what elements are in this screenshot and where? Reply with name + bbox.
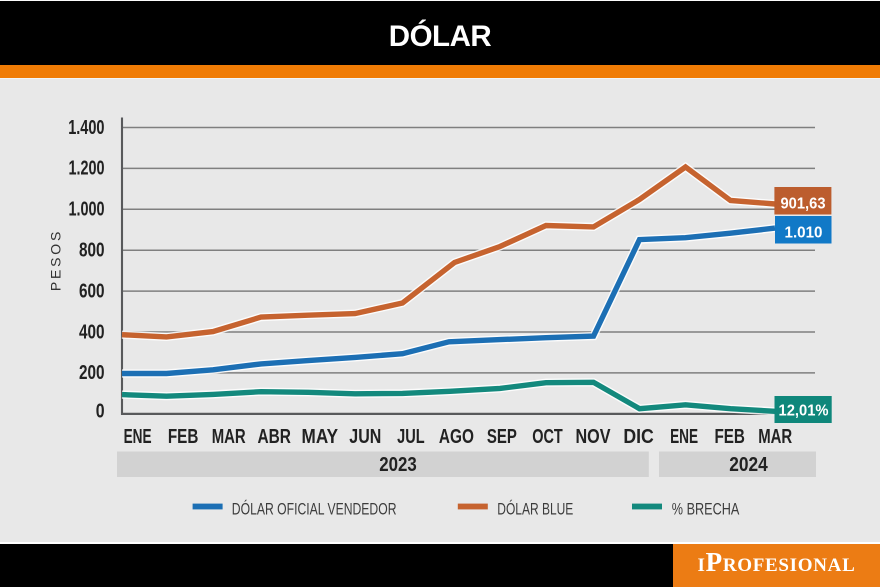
svg-text:1.000: 1.000	[69, 199, 105, 221]
svg-text:0: 0	[96, 401, 105, 423]
svg-text:ENE: ENE	[124, 426, 152, 448]
svg-text:600: 600	[79, 280, 105, 302]
svg-text:1.010: 1.010	[785, 225, 823, 242]
svg-text:1.400: 1.400	[68, 117, 104, 139]
svg-text:800: 800	[79, 240, 105, 262]
svg-text:901,63: 901,63	[781, 196, 826, 213]
svg-text:2023: 2023	[379, 454, 417, 476]
svg-text:DÓLAR OFICIAL VENDEDOR: DÓLAR OFICIAL VENDEDOR	[232, 500, 397, 519]
svg-text:ENE: ENE	[670, 426, 698, 448]
svg-text:JUN: JUN	[349, 426, 381, 448]
svg-text:% BRECHA: % BRECHA	[672, 500, 740, 519]
svg-text:FEB: FEB	[168, 426, 199, 448]
svg-text:12,01%: 12,01%	[779, 403, 829, 420]
svg-text:400: 400	[79, 321, 105, 343]
svg-text:SEP: SEP	[487, 426, 517, 448]
svg-text:DIC: DIC	[623, 426, 654, 448]
svg-text:MAR: MAR	[212, 426, 246, 448]
svg-text:FEB: FEB	[714, 426, 745, 448]
svg-text:1.200: 1.200	[69, 158, 105, 180]
svg-text:DÓLAR BLUE: DÓLAR BLUE	[497, 500, 573, 519]
svg-text:ABR: ABR	[257, 426, 291, 448]
svg-text:MAY: MAY	[302, 426, 339, 448]
svg-text:JUL: JUL	[397, 426, 425, 448]
svg-text:MAR: MAR	[758, 426, 792, 448]
svg-text:OCT: OCT	[532, 426, 563, 448]
svg-text:NOV: NOV	[576, 426, 612, 448]
svg-text:2024: 2024	[729, 454, 768, 476]
svg-text:PESOS: PESOS	[48, 229, 64, 291]
svg-text:200: 200	[79, 362, 105, 384]
svg-text:AGO: AGO	[439, 426, 474, 448]
